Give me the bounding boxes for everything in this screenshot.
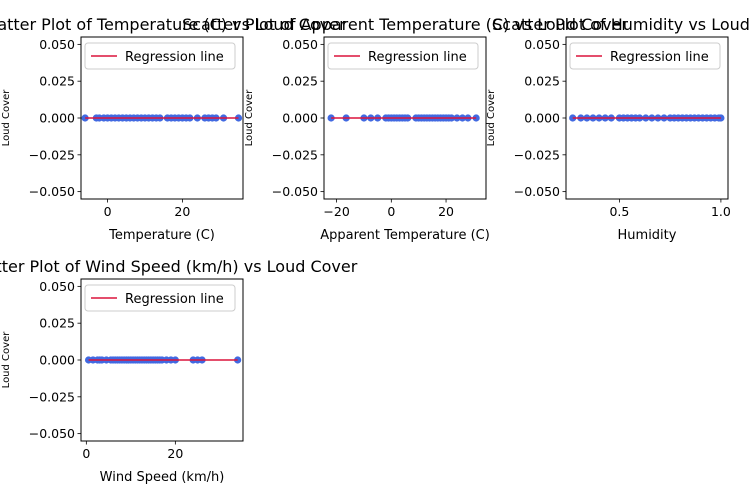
x-tick-label: 1.0 (711, 204, 731, 219)
y-tick-label: 0.050 (39, 279, 75, 294)
legend-box (84, 42, 236, 70)
subplot-4: −0.050 −0.025 0.000 0.025 0.050 0 20 Regression… (0, 257, 358, 485)
y-axis-label: Loud Cover (1, 331, 12, 389)
x-axis-label: Apparent Temperature (C) (320, 228, 490, 243)
subplot-title: Scatter Plot of Humidity vs Loud Cover (492, 15, 749, 34)
y-tick-label: 0.000 (39, 353, 75, 368)
subplot-3: −0.050 −0.025 0.000 0.025 0.050 0.5 1.0 Regress… (486, 15, 749, 243)
y-tick-label: 0.000 (524, 111, 560, 126)
legend-label: Regression line (368, 50, 467, 65)
subplot-2: −0.050 −0.025 0.000 0.025 0.050 −20 0 20 Regress… (182, 15, 628, 243)
legend-label: Regression line (610, 50, 709, 65)
x-tick-label: 20 (167, 446, 183, 461)
y-tick-label: −0.050 (272, 184, 318, 199)
x-tick-label: 20 (438, 204, 454, 219)
y-tick-label: 0.000 (39, 111, 75, 126)
y-tick-label: 0.025 (524, 74, 560, 89)
x-tick-label: −20 (323, 204, 349, 219)
subplot-title: Scatter Plot of Wind Speed (km/h) vs Lou… (0, 257, 358, 276)
y-tick-label: 0.025 (282, 74, 318, 89)
y-axis-label: Loud Cover (1, 89, 12, 147)
legend-box (327, 42, 479, 70)
y-tick-label: 0.000 (282, 111, 318, 126)
y-tick-label: 0.050 (524, 37, 560, 52)
legend: Regression line (569, 42, 721, 70)
x-tick-label: 20 (174, 204, 190, 219)
y-tick-label: −0.025 (29, 389, 75, 404)
y-tick-label: −0.050 (29, 426, 75, 441)
x-axis-label: Temperature (C) (108, 228, 215, 243)
x-tick-label: 0.5 (609, 204, 629, 219)
data-point (717, 114, 725, 122)
subplot-title: Scatter Plot of Apparent Temperature (C)… (182, 15, 628, 34)
legend-box (84, 284, 236, 312)
legend: Regression line (327, 42, 479, 70)
y-axis-label: Loud Cover (486, 89, 497, 147)
y-tick-label: −0.050 (514, 184, 560, 199)
x-axis-label: Wind Speed (km/h) (100, 470, 225, 485)
y-tick-label: 0.050 (282, 37, 318, 52)
x-tick-label: 0 (387, 204, 395, 219)
x-tick-label: 0 (104, 204, 112, 219)
y-tick-label: −0.025 (29, 147, 75, 162)
y-tick-label: −0.050 (29, 184, 75, 199)
y-tick-label: −0.025 (514, 147, 560, 162)
subplot-title: Scatter Plot of Temperature (C) vs Loud … (0, 15, 346, 34)
subplot-1: −0.050 −0.025 0.000 0.025 0.050 0 20 Regression… (0, 15, 346, 243)
legend-label: Regression line (125, 50, 224, 65)
legend: Regression line (84, 284, 236, 312)
legend-label: Regression line (125, 292, 224, 307)
legend-box (569, 42, 721, 70)
legend: Regression line (84, 42, 236, 70)
y-tick-label: 0.025 (39, 74, 75, 89)
x-axis-label: Humidity (618, 228, 677, 243)
y-tick-label: 0.050 (39, 37, 75, 52)
y-axis-label: Loud Cover (244, 89, 255, 147)
y-tick-label: 0.025 (39, 316, 75, 331)
x-tick-label: 0 (82, 446, 90, 461)
y-tick-label: −0.025 (272, 147, 318, 162)
